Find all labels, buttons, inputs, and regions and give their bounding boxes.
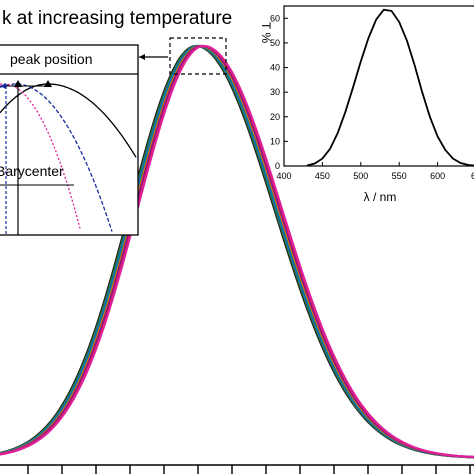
filter-y-tick-label-20: 20 — [270, 112, 280, 122]
filter-y-axis-title: T % — [259, 22, 273, 43]
spectrum-series-8 — [0, 44, 474, 459]
filter-y-tick-label-60: 60 — [270, 13, 280, 23]
filter-x-tick-label-550: 550 — [392, 171, 407, 181]
filter-y-tick-label-10: 10 — [270, 136, 280, 146]
filter-y-tick-label-30: 30 — [270, 87, 280, 97]
filter-x-tick-label-400: 400 — [276, 171, 291, 181]
filter-inset: 400 450 500 550 600 65 0 10 20 30 40 50 60 λ / nm T… — [259, 5, 474, 204]
filter-x-tick-label-500: 500 — [353, 171, 368, 181]
filter-x-axis-title: λ / nm — [364, 190, 397, 204]
filter-y-tick-label-0: 0 — [275, 161, 280, 171]
peak-marker-mid — [14, 80, 22, 87]
zoom-arrowhead — [139, 54, 145, 60]
peak-marker-right — [44, 80, 52, 87]
filter-x-tick-label-65: 65 — [471, 171, 474, 181]
spectra-series-group — [0, 44, 474, 459]
peak-position-label: peak position — [10, 51, 93, 67]
zoom-inset-frame — [0, 44, 139, 236]
filter-x-tick-label-450: 450 — [315, 171, 330, 181]
filter-inset-frame — [283, 5, 474, 167]
peak-zoom-box — [169, 37, 227, 75]
main-chart: k at increasing temperature — [0, 8, 474, 474]
filter-y-ticks: 0 10 20 30 40 50 60 — [270, 13, 288, 171]
main-title: k at increasing temperature — [2, 8, 232, 29]
filter-x-ticks: 400 450 500 550 600 65 — [276, 162, 474, 181]
main-x-ticks — [27, 465, 471, 474]
zoom-inset: peak position Barycenter — [0, 44, 139, 236]
filter-y-tick-label-40: 40 — [270, 63, 280, 73]
filter-x-tick-label-600: 600 — [430, 171, 445, 181]
peak-marker-left — [0, 83, 6, 89]
filter-y-tick-label-50: 50 — [270, 38, 280, 48]
barycenter-label: Barycenter — [0, 163, 64, 179]
filter-transmittance-series — [306, 8, 474, 167]
